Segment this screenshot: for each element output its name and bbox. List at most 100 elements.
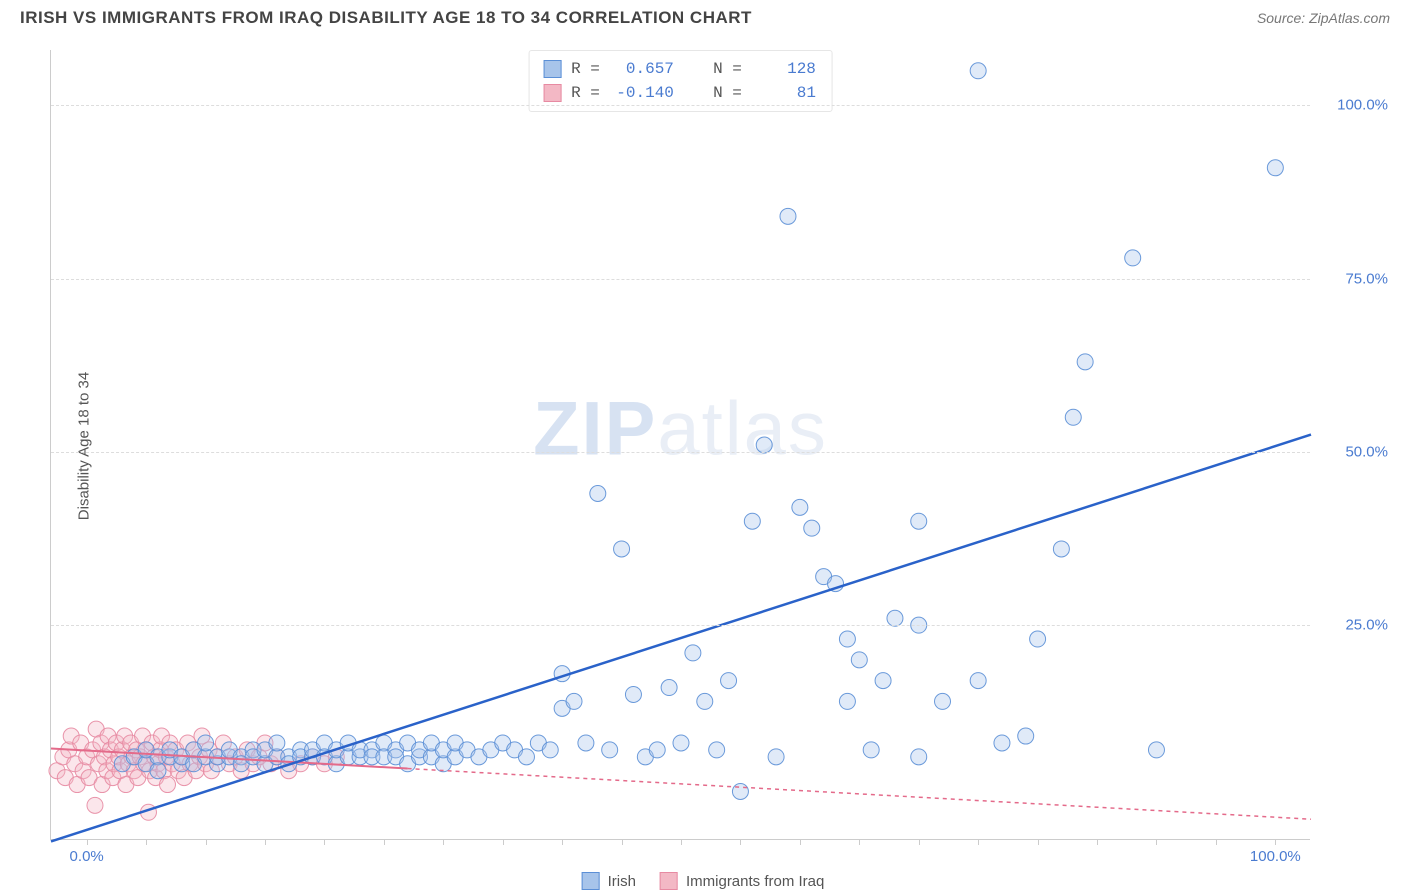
- trend-line-irish: [51, 435, 1311, 842]
- x-minor-tick: [206, 839, 207, 845]
- stat-row-iraq: R = -0.140 N = 81: [543, 81, 816, 105]
- y-tick-label: 25.0%: [1316, 617, 1388, 634]
- stat-r-value: 0.657: [610, 57, 674, 81]
- stat-r-label: R =: [571, 81, 600, 105]
- stat-n-value: 128: [752, 57, 816, 81]
- plot-area: ZIPatlas R =0.657 N =128R =-0.140 N =81 …: [50, 50, 1310, 840]
- data-point-irish: [1148, 742, 1164, 758]
- stat-n-value: 81: [752, 81, 816, 105]
- x-minor-tick: [384, 839, 385, 845]
- chart-svg: [51, 50, 1310, 839]
- data-point-irish: [578, 735, 594, 751]
- chart-area: ZIPatlas R =0.657 N =128R =-0.140 N =81 …: [50, 50, 1390, 840]
- data-point-irish: [649, 742, 665, 758]
- data-point-irish: [839, 693, 855, 709]
- x-minor-tick: [324, 839, 325, 845]
- x-minor-tick: [1038, 839, 1039, 845]
- data-point-irish: [673, 735, 689, 751]
- stat-n-label: N =: [713, 81, 742, 105]
- correlation-stats-box: R = 0.657 N = 128 R = -0.140 N = 81: [528, 50, 833, 112]
- data-point-irish: [970, 63, 986, 79]
- data-point-irish: [269, 735, 285, 751]
- y-tick-label: 50.0%: [1316, 443, 1388, 460]
- x-tick-label: 0.0%: [70, 848, 104, 865]
- data-point-irish: [590, 486, 606, 502]
- data-point-irish: [198, 735, 214, 751]
- x-minor-tick: [1097, 839, 1098, 845]
- stat-n-label: N =: [713, 57, 742, 81]
- stat-r-value: -0.140: [610, 81, 674, 105]
- data-point-irish: [804, 520, 820, 536]
- data-point-irish: [566, 693, 582, 709]
- stat-row-irish: R = 0.657 N = 128: [543, 57, 816, 81]
- stat-swatch-icon: [543, 84, 561, 102]
- data-point-irish: [780, 208, 796, 224]
- x-minor-tick: [1156, 839, 1157, 845]
- data-point-irish: [709, 742, 725, 758]
- data-point-irish: [1125, 250, 1141, 266]
- data-point-irish: [970, 673, 986, 689]
- data-point-irish: [887, 610, 903, 626]
- gridline: [51, 452, 1310, 453]
- x-minor-tick: [87, 839, 88, 845]
- data-point-irish: [614, 541, 630, 557]
- data-point-irish: [721, 673, 737, 689]
- data-point-iraq: [159, 777, 175, 793]
- data-point-irish: [1077, 354, 1093, 370]
- trend-line-iraq-extension: [408, 769, 1311, 820]
- data-point-irish: [768, 749, 784, 765]
- stat-swatch-icon: [543, 60, 561, 78]
- data-point-irish: [756, 437, 772, 453]
- data-point-iraq: [87, 797, 103, 813]
- data-point-irish: [150, 763, 166, 779]
- chart-source: Source: ZipAtlas.com: [1257, 10, 1390, 26]
- data-point-irish: [911, 749, 927, 765]
- data-point-irish: [1030, 631, 1046, 647]
- x-minor-tick: [919, 839, 920, 845]
- data-point-irish: [661, 680, 677, 696]
- legend-swatch-icon: [660, 872, 678, 890]
- legend: Irish Immigrants from Iraq: [582, 872, 825, 890]
- gridline: [51, 279, 1310, 280]
- chart-container: IRISH VS IMMIGRANTS FROM IRAQ DISABILITY…: [0, 0, 1406, 892]
- legend-item-iraq: Immigrants from Iraq: [660, 872, 824, 890]
- x-minor-tick: [622, 839, 623, 845]
- data-point-irish: [839, 631, 855, 647]
- data-point-irish: [685, 645, 701, 661]
- data-point-irish: [1267, 160, 1283, 176]
- x-minor-tick: [978, 839, 979, 845]
- gridline: [51, 625, 1310, 626]
- x-minor-tick: [681, 839, 682, 845]
- x-minor-tick: [1216, 839, 1217, 845]
- data-point-irish: [875, 673, 891, 689]
- data-point-irish: [542, 742, 558, 758]
- x-minor-tick: [265, 839, 266, 845]
- data-point-irish: [1065, 409, 1081, 425]
- chart-header: IRISH VS IMMIGRANTS FROM IRAQ DISABILITY…: [0, 0, 1406, 32]
- x-minor-tick: [859, 839, 860, 845]
- legend-item-irish: Irish: [582, 872, 636, 890]
- data-point-irish: [518, 749, 534, 765]
- x-minor-tick: [503, 839, 504, 845]
- data-point-irish: [625, 686, 641, 702]
- data-point-irish: [744, 513, 760, 529]
- data-point-irish: [863, 742, 879, 758]
- x-minor-tick: [800, 839, 801, 845]
- data-point-irish: [994, 735, 1010, 751]
- x-minor-tick: [146, 839, 147, 845]
- data-point-irish: [602, 742, 618, 758]
- chart-title: IRISH VS IMMIGRANTS FROM IRAQ DISABILITY…: [20, 8, 752, 28]
- data-point-irish: [697, 693, 713, 709]
- x-minor-tick: [740, 839, 741, 845]
- legend-label: Immigrants from Iraq: [686, 873, 824, 890]
- data-point-irish: [935, 693, 951, 709]
- stat-r-label: R =: [571, 57, 600, 81]
- legend-swatch-icon: [582, 872, 600, 890]
- x-minor-tick: [1275, 839, 1276, 845]
- y-tick-label: 75.0%: [1316, 270, 1388, 287]
- x-tick-label: 100.0%: [1250, 848, 1301, 865]
- gridline: [51, 105, 1310, 106]
- legend-label: Irish: [608, 873, 636, 890]
- data-point-irish: [851, 652, 867, 668]
- data-point-irish: [911, 513, 927, 529]
